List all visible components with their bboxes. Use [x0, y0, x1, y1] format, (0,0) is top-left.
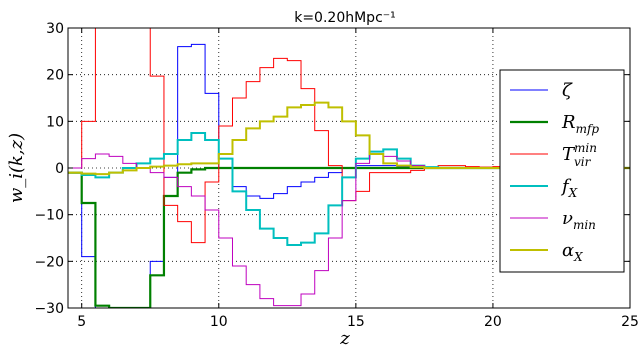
y-tick-label: −20 — [34, 254, 64, 270]
legend-label-sub: min — [573, 218, 596, 232]
x-tick-label: 25 — [621, 314, 638, 330]
chart-title: k=0.20hMpc⁻¹ — [294, 10, 396, 26]
y-tick-label: 0 — [55, 161, 64, 177]
series-line — [68, 101, 630, 176]
legend-label-main: α — [562, 240, 574, 261]
y-tick-label: −30 — [34, 301, 64, 317]
x-tick-label: 10 — [210, 314, 228, 330]
legend-label-main: ν — [562, 208, 573, 229]
x-tick-label: 20 — [484, 314, 502, 330]
y-tick-label: 20 — [46, 68, 64, 84]
legend-label: νmin — [562, 208, 596, 232]
legend-label: Tmin vir — [562, 141, 597, 169]
legend-label-main: R — [561, 112, 576, 133]
legend-label-sub: X — [573, 250, 583, 264]
x-tick-label: 15 — [347, 314, 365, 330]
x-axis-label: z — [339, 328, 350, 349]
legend-label: αX — [562, 240, 583, 264]
axes: 5 10 15 20 25 −30 −20 −10 0 10 20 30 — [34, 21, 638, 330]
x-tick-label: 5 — [77, 314, 86, 330]
legend-label-sub: vir — [574, 155, 592, 169]
legend-box — [499, 69, 625, 273]
legend-label-main: ζ — [562, 80, 573, 101]
legend-label-sup: min — [574, 141, 597, 155]
legend-label: Rmfp — [561, 112, 599, 136]
y-axis-label: w_i(k,z) — [6, 133, 27, 203]
legend-label-main: T — [562, 144, 576, 165]
legend-label: ζ — [562, 80, 573, 101]
y-tick-label: 30 — [46, 21, 64, 37]
y-tick-label: 10 — [46, 114, 64, 130]
legend-label-sub: X — [568, 186, 578, 200]
legend-label-sub: mfp — [576, 122, 600, 136]
y-tick-label: −10 — [34, 208, 64, 224]
